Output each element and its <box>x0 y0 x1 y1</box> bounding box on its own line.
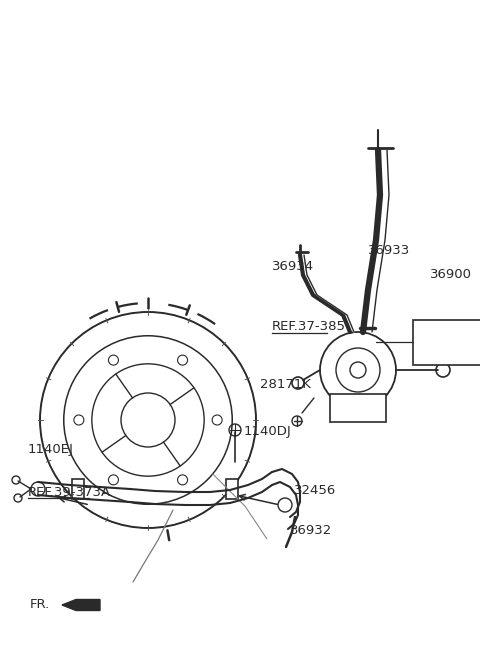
FancyBboxPatch shape <box>330 394 386 422</box>
Text: 28171K: 28171K <box>260 378 311 392</box>
Text: 36932: 36932 <box>290 524 332 537</box>
Text: 36900: 36900 <box>430 267 472 281</box>
Text: 1140DJ: 1140DJ <box>244 426 292 438</box>
FancyBboxPatch shape <box>226 479 238 499</box>
FancyBboxPatch shape <box>72 479 84 499</box>
Text: 36934: 36934 <box>272 260 314 273</box>
Text: 36933: 36933 <box>368 244 410 256</box>
Text: FR.: FR. <box>30 599 50 612</box>
FancyBboxPatch shape <box>413 320 480 365</box>
Text: REF.39-373A: REF.39-373A <box>28 486 111 499</box>
FancyArrow shape <box>62 599 100 610</box>
Text: 32456: 32456 <box>294 484 336 497</box>
Text: REF.37-385: REF.37-385 <box>272 321 346 334</box>
Text: 1140EJ: 1140EJ <box>28 443 74 457</box>
